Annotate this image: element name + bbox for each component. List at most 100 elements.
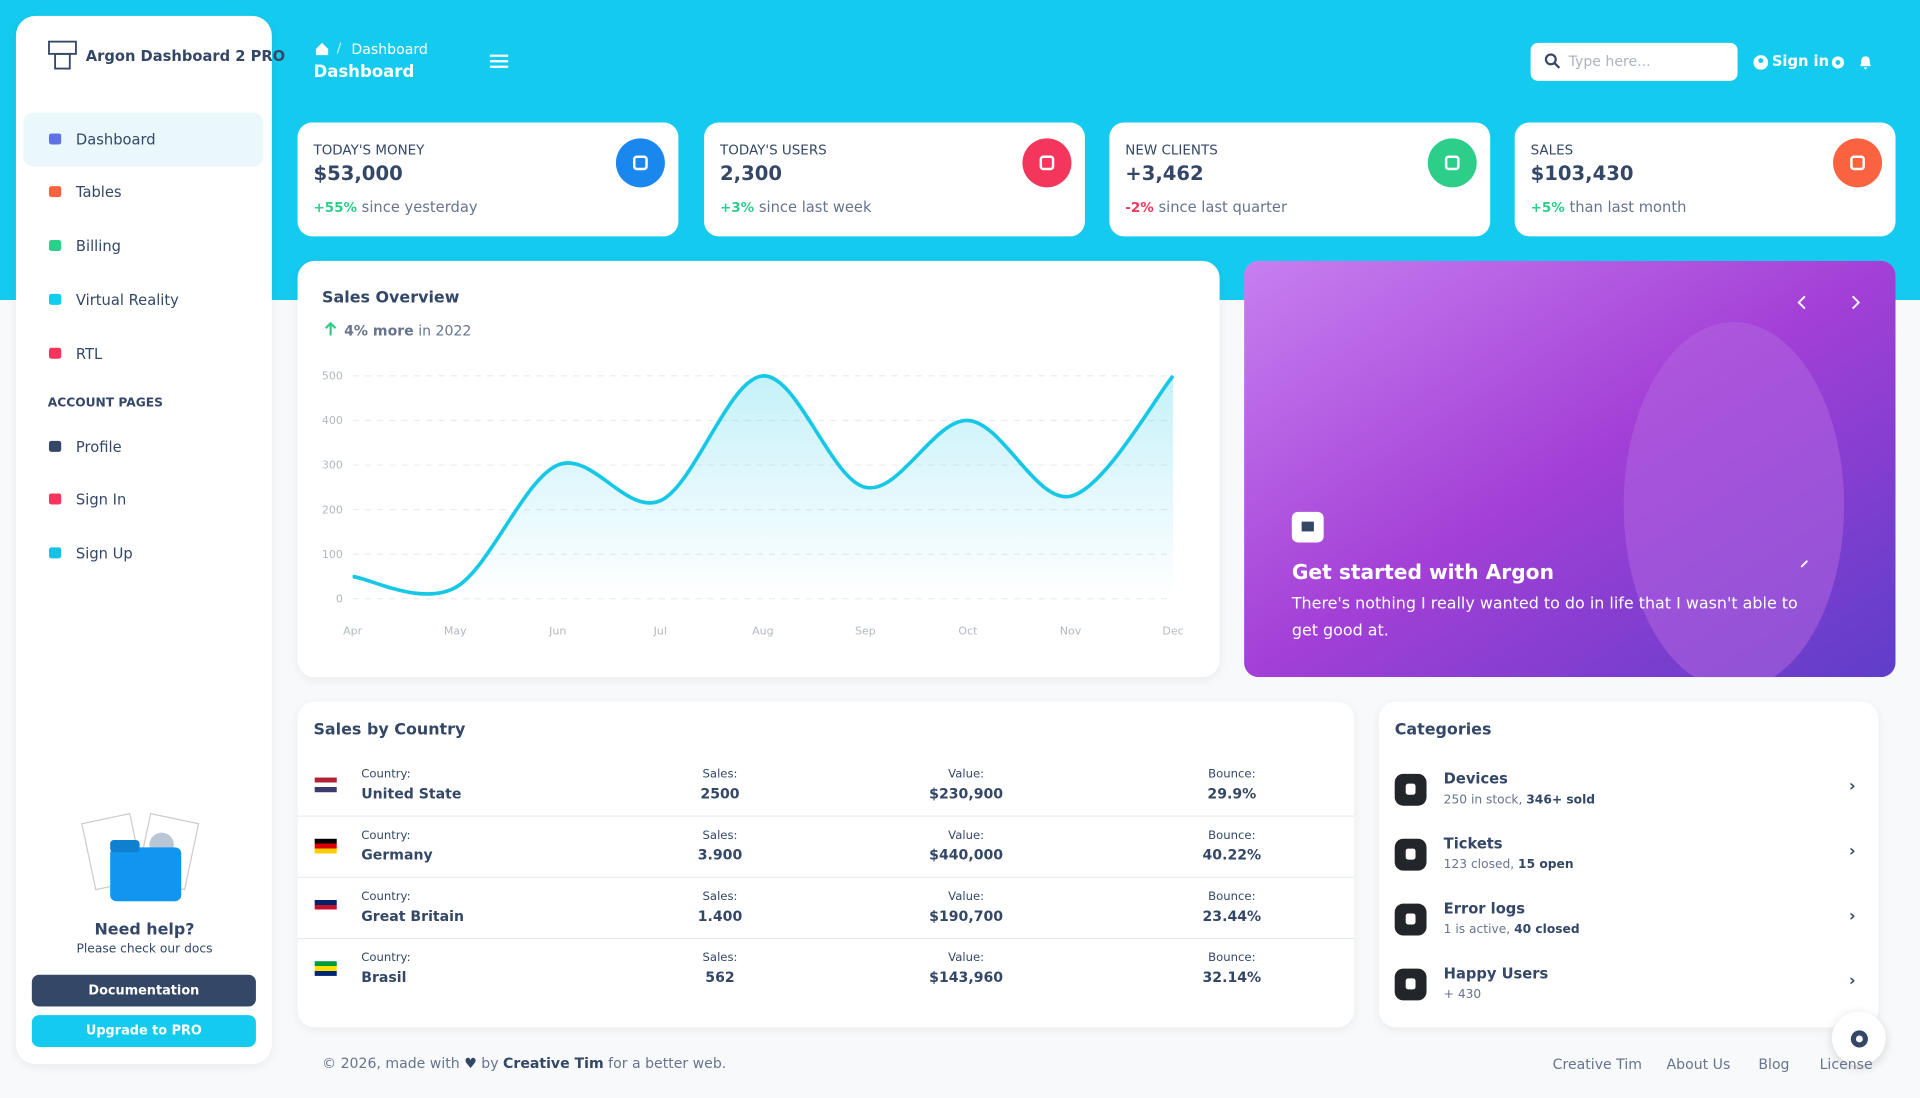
y-tick-label: 100 bbox=[322, 548, 343, 561]
footer-link[interactable]: Creative Tim bbox=[1552, 1055, 1642, 1073]
search-placeholder: Type here... bbox=[1568, 52, 1651, 70]
nav-icon bbox=[48, 240, 62, 252]
column-label: Bounce: bbox=[1208, 890, 1256, 904]
y-tick-label: 400 bbox=[322, 414, 343, 427]
nav-item[interactable]: Billing bbox=[75, 237, 121, 255]
stat-title: NEW CLIENTS bbox=[1125, 142, 1218, 158]
stat-icon-glyph bbox=[1039, 155, 1055, 171]
bell-icon[interactable] bbox=[1859, 55, 1872, 70]
row-divider bbox=[297, 815, 1355, 817]
nav-item[interactable]: Profile bbox=[75, 438, 122, 456]
cell: United State bbox=[361, 784, 462, 803]
documentation-button[interactable]: Documentation bbox=[31, 974, 256, 1007]
detail-highlight: 346+ sold bbox=[1526, 793, 1596, 807]
search-box[interactable] bbox=[1530, 42, 1738, 81]
stat-card bbox=[704, 122, 1085, 237]
nav-icon bbox=[48, 440, 62, 452]
brand[interactable]: Argon Dashboard 2 PRO bbox=[85, 47, 286, 65]
carousel-title: Get started with Argon bbox=[1291, 560, 1554, 585]
column-label: Bounce: bbox=[1208, 951, 1256, 965]
copyright: © 2026, made with ♥ by Creative Tim for … bbox=[322, 1054, 726, 1071]
x-tick-label: Sep bbox=[855, 624, 876, 637]
stat-delta: +55% bbox=[313, 199, 357, 216]
suffix-text: for a better web. bbox=[608, 1054, 727, 1072]
stat-title: TODAY'S MONEY bbox=[313, 142, 425, 158]
stat-value: $103,430 bbox=[1530, 161, 1634, 185]
y-tick-label: 200 bbox=[322, 503, 343, 516]
cell: 562 bbox=[705, 968, 735, 986]
column-label: Sales: bbox=[702, 890, 738, 904]
subtitle-text: in 2022 bbox=[418, 322, 472, 340]
stat-icon bbox=[1022, 138, 1072, 188]
nav-item[interactable]: Sign In bbox=[75, 491, 127, 509]
section-label: ACCOUNT PAGES bbox=[47, 396, 163, 411]
nav-icon bbox=[48, 347, 62, 359]
menu-toggle[interactable] bbox=[489, 54, 510, 69]
cell: 23.44% bbox=[1202, 907, 1262, 925]
column-label: Value: bbox=[948, 951, 985, 965]
stat-change: -2% since last quarter bbox=[1125, 198, 1287, 215]
cell: 2500 bbox=[700, 784, 740, 803]
category-chevron[interactable]: › bbox=[1848, 842, 1856, 861]
stat-delta: +5% bbox=[1530, 199, 1565, 216]
footer-link[interactable]: License bbox=[1819, 1055, 1873, 1073]
breadcrumb: Dashboard bbox=[351, 40, 428, 58]
column-label: Value: bbox=[948, 767, 985, 782]
stat-icon bbox=[615, 138, 665, 188]
user-icon bbox=[1753, 55, 1769, 70]
column-label: Sales: bbox=[702, 951, 738, 965]
cell: 3.900 bbox=[697, 846, 743, 864]
column-label: Bounce: bbox=[1208, 767, 1256, 782]
x-tick-label: May bbox=[444, 624, 467, 637]
search-icon bbox=[1544, 53, 1561, 69]
stat-title: TODAY'S USERS bbox=[720, 142, 827, 158]
author-link[interactable]: Creative Tim bbox=[503, 1054, 604, 1072]
categories-title: Categories bbox=[1394, 721, 1492, 740]
category-chevron[interactable]: › bbox=[1848, 777, 1856, 796]
category-chevron[interactable]: › bbox=[1848, 907, 1856, 926]
column-label: Value: bbox=[948, 890, 985, 904]
footer-link[interactable]: Blog bbox=[1758, 1055, 1790, 1073]
flag bbox=[314, 961, 337, 976]
detail-text: 250 in stock, bbox=[1443, 793, 1523, 807]
upgrade-button[interactable]: Upgrade to PRO bbox=[31, 1015, 256, 1047]
column-label: Sales: bbox=[702, 767, 738, 782]
help-image bbox=[81, 812, 200, 902]
breadcrumb-sep: / bbox=[336, 40, 342, 57]
cell: 1.400 bbox=[697, 907, 743, 925]
nav-item[interactable]: Dashboard bbox=[75, 131, 156, 149]
nav-item[interactable]: RTL bbox=[75, 345, 103, 363]
sign-in-link[interactable]: Sign in bbox=[1771, 52, 1830, 70]
by-text: by bbox=[481, 1054, 499, 1072]
settings-icon[interactable] bbox=[1831, 55, 1846, 70]
stat-delta: -2% bbox=[1125, 199, 1154, 216]
stat-icon-glyph bbox=[1444, 155, 1460, 171]
help-title: Need help? bbox=[94, 920, 195, 940]
carousel-text: There's nothing I really wanted to do in… bbox=[1291, 595, 1798, 641]
footer-link[interactable]: About Us bbox=[1666, 1055, 1731, 1073]
nav-icon bbox=[48, 186, 62, 198]
stat-value: 2,300 bbox=[720, 161, 782, 185]
stat-note: than last month bbox=[1569, 198, 1687, 216]
nav-item[interactable]: Sign Up bbox=[75, 544, 133, 563]
nav-icon bbox=[48, 547, 62, 559]
nav-icon bbox=[48, 493, 62, 505]
cell: $190,700 bbox=[929, 907, 1004, 925]
nav-item[interactable]: Virtual Reality bbox=[75, 291, 179, 309]
category-name: Devices bbox=[1443, 770, 1508, 788]
flag bbox=[314, 900, 337, 915]
home-icon[interactable] bbox=[315, 42, 330, 57]
help-text: Please check our docs bbox=[76, 942, 213, 957]
cell: $143,960 bbox=[929, 968, 1004, 986]
stat-value: +3,462 bbox=[1125, 161, 1204, 185]
category-chevron[interactable]: › bbox=[1848, 972, 1856, 991]
category-name: Happy Users bbox=[1443, 964, 1549, 983]
column-label: Bounce: bbox=[1208, 828, 1256, 843]
stat-value: $53,000 bbox=[313, 161, 403, 185]
stat-title: SALES bbox=[1530, 142, 1574, 158]
nav-item[interactable]: Tables bbox=[75, 183, 122, 201]
categories-card bbox=[1378, 701, 1879, 1028]
x-tick-label: Oct bbox=[958, 624, 978, 637]
